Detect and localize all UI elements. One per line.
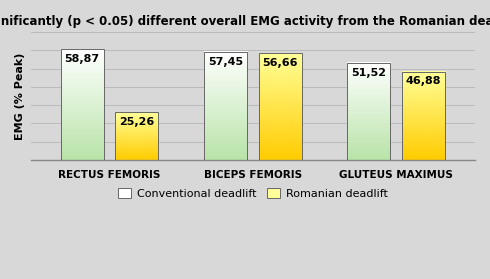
Text: 58,87: 58,87 — [65, 54, 100, 64]
Bar — [402, 72, 445, 160]
Legend: Conventional deadlift, Romanian deadlift: Conventional deadlift, Romanian deadlift — [113, 184, 392, 203]
Bar — [115, 112, 158, 160]
Text: 56,66: 56,66 — [262, 58, 298, 68]
Y-axis label: EMG (% Peak): EMG (% Peak) — [15, 52, 25, 140]
Bar — [61, 49, 104, 160]
Title: Significantly (p < 0.05) different overall EMG activity from the Romanian deadli: Significantly (p < 0.05) different overa… — [0, 15, 490, 28]
Text: 46,88: 46,88 — [406, 76, 441, 86]
Text: 51,52: 51,52 — [351, 68, 387, 78]
Text: 25,26: 25,26 — [119, 117, 154, 127]
Text: 57,45: 57,45 — [208, 57, 243, 66]
Bar — [204, 52, 247, 160]
Bar — [347, 63, 391, 160]
Bar — [259, 53, 301, 160]
